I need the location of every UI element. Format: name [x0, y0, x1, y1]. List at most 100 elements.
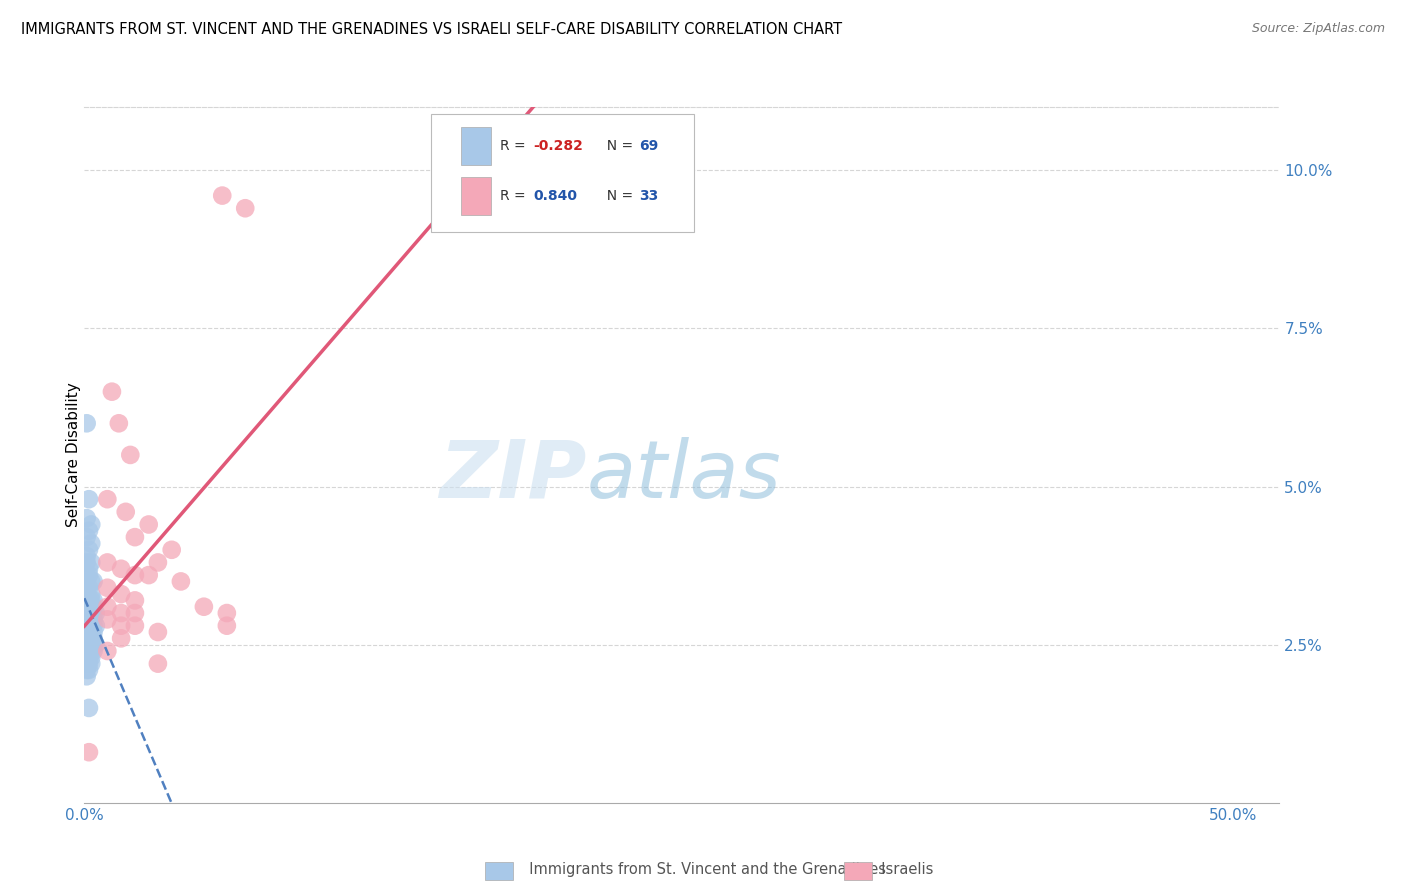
Point	[77, 612, 100, 626]
Point	[76, 511, 98, 525]
Y-axis label: Self-Care Disability: Self-Care Disability	[66, 383, 80, 527]
Point	[76, 556, 98, 570]
Text: R =: R =	[501, 189, 530, 202]
Point	[80, 650, 103, 665]
Point	[77, 568, 100, 582]
FancyBboxPatch shape	[430, 114, 695, 232]
Bar	[461, 127, 491, 165]
Point	[77, 632, 100, 646]
Point	[77, 599, 100, 614]
Point	[96, 612, 118, 626]
Point	[146, 625, 169, 640]
Point	[101, 384, 124, 399]
Point	[80, 574, 103, 589]
Point	[83, 625, 105, 640]
Point	[76, 612, 98, 626]
Point	[110, 632, 132, 646]
Point	[77, 657, 100, 671]
Point	[110, 606, 132, 620]
Point	[80, 593, 103, 607]
Point	[77, 663, 100, 677]
Point	[77, 638, 100, 652]
Point	[76, 581, 98, 595]
Point	[108, 417, 131, 431]
Point	[76, 530, 98, 544]
Point	[77, 581, 100, 595]
Point	[83, 593, 105, 607]
Point	[80, 638, 103, 652]
Text: IMMIGRANTS FROM ST. VINCENT AND THE GRENADINES VS ISRAELI SELF-CARE DISABILITY C: IMMIGRANTS FROM ST. VINCENT AND THE GREN…	[21, 22, 842, 37]
Point	[76, 606, 98, 620]
Point	[77, 562, 100, 576]
Point	[138, 568, 160, 582]
Point	[84, 606, 107, 620]
Point	[83, 618, 105, 632]
Text: 33: 33	[638, 189, 658, 202]
Point	[80, 612, 103, 626]
Point	[114, 505, 136, 519]
Text: -0.282: -0.282	[534, 138, 583, 153]
Point	[77, 644, 100, 658]
Point	[83, 612, 105, 626]
Point	[76, 663, 98, 677]
Point	[80, 632, 103, 646]
Point	[83, 606, 105, 620]
Point	[77, 650, 100, 665]
Point	[233, 201, 256, 215]
Point	[193, 599, 215, 614]
Point	[76, 618, 98, 632]
Point	[76, 568, 98, 582]
Point	[76, 632, 98, 646]
Point	[215, 606, 238, 620]
Point	[215, 618, 238, 632]
Point	[110, 587, 132, 601]
Text: 69: 69	[638, 138, 658, 153]
Point	[124, 530, 146, 544]
Point	[80, 536, 103, 550]
Point	[120, 448, 142, 462]
Point	[96, 556, 118, 570]
Point	[96, 599, 118, 614]
Point	[146, 556, 169, 570]
Text: atlas: atlas	[586, 437, 782, 515]
Point	[76, 625, 98, 640]
Point	[84, 618, 107, 632]
Point	[76, 650, 98, 665]
Text: Immigrants from St. Vincent and the Grenadines: Immigrants from St. Vincent and the Gren…	[520, 863, 886, 877]
Point	[96, 492, 118, 507]
Point	[211, 188, 233, 202]
Point	[83, 599, 105, 614]
Point	[124, 568, 146, 582]
Point	[124, 618, 146, 632]
Point	[77, 524, 100, 538]
Point	[83, 574, 105, 589]
Point	[160, 542, 183, 557]
Point	[80, 556, 103, 570]
Point	[83, 632, 105, 646]
Point	[96, 581, 118, 595]
Text: N =: N =	[599, 138, 638, 153]
Point	[138, 517, 160, 532]
Point	[77, 492, 100, 507]
Point	[146, 657, 169, 671]
Point	[77, 606, 100, 620]
Point	[76, 657, 98, 671]
Point	[76, 417, 98, 431]
Point	[76, 549, 98, 563]
Point	[77, 745, 100, 759]
Point	[80, 517, 103, 532]
Point	[83, 644, 105, 658]
Text: R =: R =	[501, 138, 530, 153]
Point	[77, 542, 100, 557]
Point	[84, 638, 107, 652]
Point	[77, 593, 100, 607]
Text: N =: N =	[599, 189, 638, 202]
Point	[77, 625, 100, 640]
Point	[110, 618, 132, 632]
Bar	[461, 177, 491, 215]
Point	[77, 701, 100, 715]
Point	[76, 669, 98, 683]
Point	[96, 644, 118, 658]
Point	[80, 625, 103, 640]
Point	[124, 606, 146, 620]
